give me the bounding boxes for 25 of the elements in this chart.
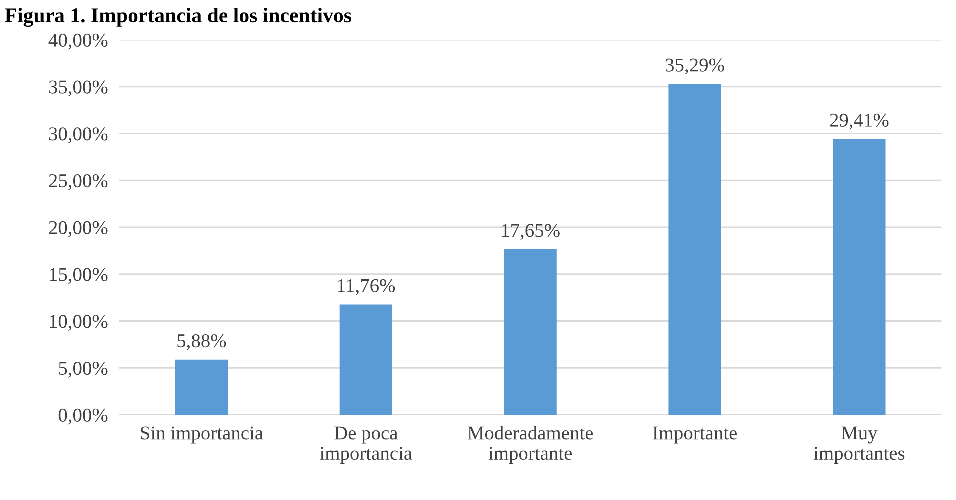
data-label: 29,41%	[830, 114, 889, 130]
y-tick-label: 35,00%	[49, 80, 108, 97]
bar	[668, 84, 722, 415]
data-label: 17,65%	[502, 224, 560, 240]
chart-title: Figura 1. Importancia de los incentivos	[5, 8, 352, 28]
data-label: 5,88%	[178, 334, 226, 350]
y-tick-label: 20,00%	[49, 221, 108, 238]
x-tick-label: Muy importantes	[814, 426, 905, 464]
x-tick-label: Moderadamente importante	[468, 426, 594, 464]
y-tick-label: 30,00%	[49, 128, 108, 144]
x-tick-label: Importante	[653, 426, 737, 444]
x-tick-label: Sin importancia	[141, 426, 264, 444]
y-tick-label: 15,00%	[50, 268, 108, 284]
bar	[175, 360, 228, 415]
x-tick-label: De poca importancia	[320, 426, 412, 464]
data-label: 35,29%	[666, 58, 724, 75]
bar	[340, 304, 392, 415]
y-tick-label: 0,00%	[58, 408, 108, 425]
bar	[504, 250, 557, 415]
y-tick-label: 5,00%	[59, 362, 108, 378]
y-tick-label: 25,00%	[49, 174, 108, 190]
bar	[833, 139, 886, 415]
y-tick-label: 10,00%	[50, 315, 108, 331]
y-tick-label: 40,00%	[48, 34, 108, 50]
data-label: 11,76%	[338, 279, 396, 296]
